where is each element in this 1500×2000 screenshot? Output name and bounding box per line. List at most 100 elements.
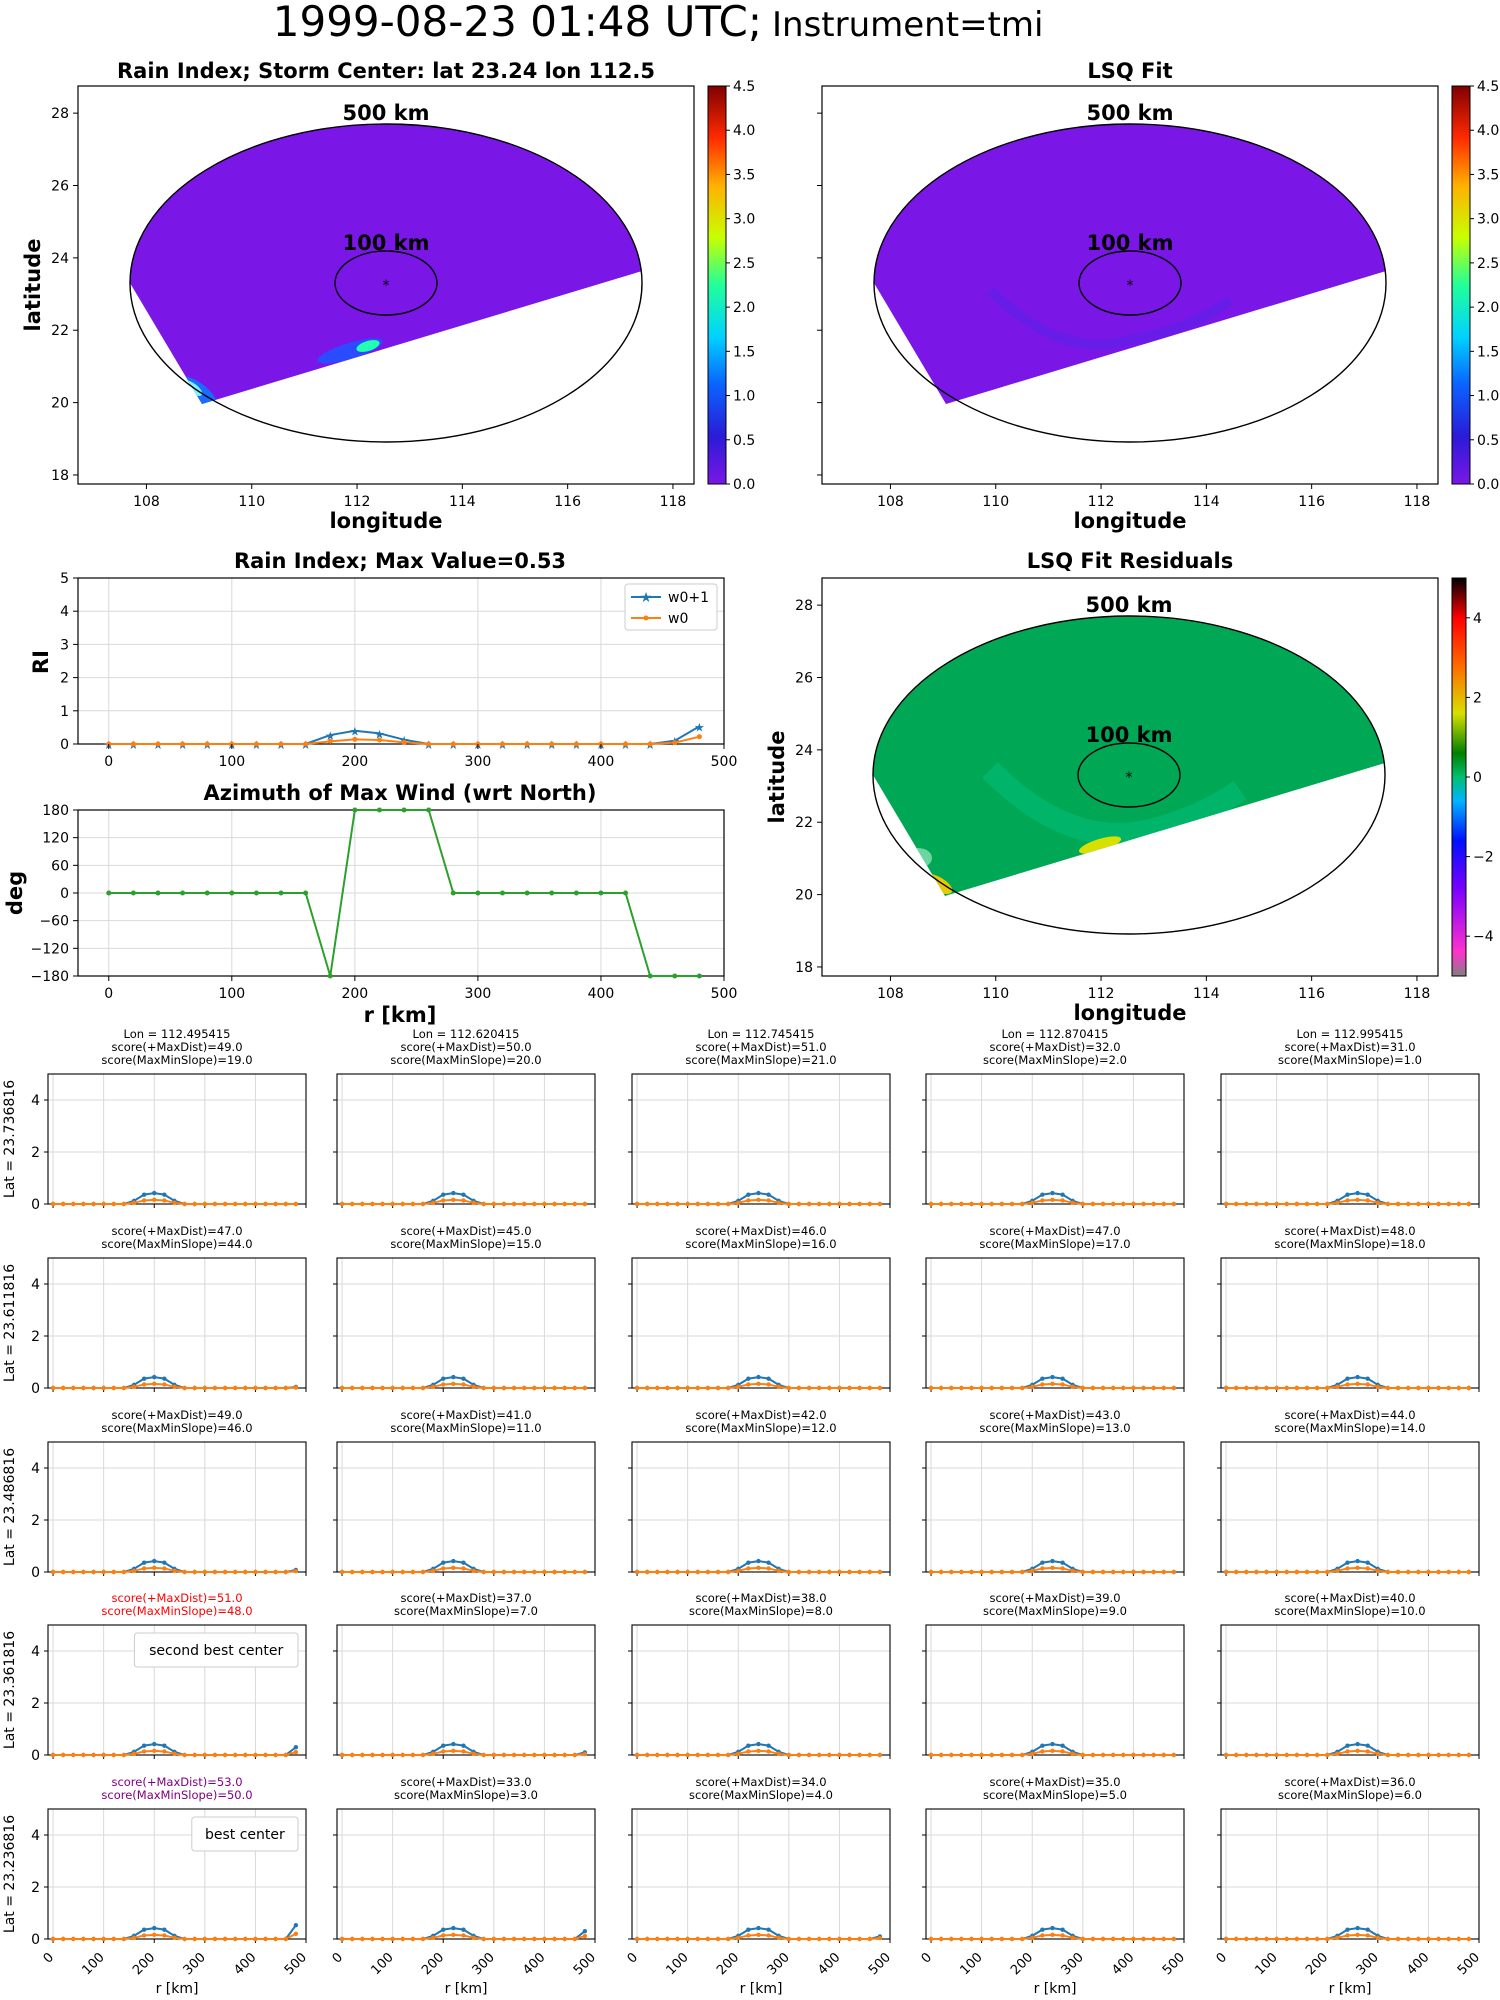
panel-score-slope: score(MaxMinSlope)=19.0: [101, 1053, 252, 1067]
ri-profile-panel: score(+MaxDist)=38.0score(MaxMinSlope)=8…: [628, 1591, 891, 1759]
panel-series-point-2: [1294, 1936, 1300, 1942]
panel-series-point-2: [1466, 1385, 1472, 1391]
ri-chart-series: ★★★★★★★★★★★★★★★★★★★★★★★★★: [103, 720, 704, 752]
series-point-2: [130, 741, 136, 747]
panel-series-point-1: [1050, 1558, 1055, 1564]
map-resid-colorbar-ticks: −4 −2 0 2 4: [1466, 611, 1494, 945]
map-xtick-label: 108: [877, 494, 904, 510]
panel-series-point-2: [202, 1936, 208, 1942]
panel-series-point-2: [1355, 1748, 1360, 1754]
panel-series-point-2: [1294, 1201, 1300, 1207]
panel-series-point-2: [928, 1752, 934, 1758]
panel-ytick-label: 0: [31, 1197, 40, 1213]
panel-series-point-2: [1345, 1198, 1350, 1203]
panel-series-point-1: [162, 1743, 167, 1748]
panel-series-point-2: [582, 1201, 588, 1207]
panel-series-point-2: [172, 1751, 177, 1757]
panel-series-point-2: [572, 1936, 577, 1942]
panel-series-point-2: [806, 1752, 812, 1758]
panel-series-point-2: [212, 1201, 218, 1207]
panel-frame: [631, 1808, 891, 1940]
panel-series-point-2: [806, 1936, 812, 1942]
panel-series-point-2: [1050, 1197, 1055, 1203]
panel-score-maxdist: score(+MaxDist)=40.0: [1284, 1591, 1415, 1605]
series-point-2: [253, 741, 259, 747]
panel-series-point-2: [390, 1752, 395, 1758]
panel-ytick-label: 4: [31, 1277, 40, 1293]
panel-series-point-2: [1416, 1201, 1421, 1207]
panel-series-point-2: [192, 1201, 197, 1207]
panel-series-point-2: [685, 1569, 690, 1575]
panel-series-point-2: [1121, 1936, 1126, 1942]
panel-series-point-2: [685, 1201, 690, 1207]
panel-series-point-2: [1233, 1569, 1239, 1575]
panel-series-point-2: [867, 1752, 872, 1758]
xtick-label: 300: [465, 986, 492, 1002]
panel-series-point-2: [91, 1385, 96, 1391]
panel-series-point-2: [1335, 1751, 1340, 1757]
panel-series-point-2: [655, 1569, 660, 1575]
panel-score-slope: score(MaxMinSlope)=13.0: [979, 1421, 1130, 1435]
azimuth-chart: Azimuth of Max Wind (wrt North) 0 100 200 3…: [3, 781, 737, 1027]
panel-series-point-2: [441, 1749, 446, 1754]
panel-series-point-1: [1040, 1376, 1045, 1381]
panel-series-point-2: [1395, 1385, 1401, 1391]
map-xtick-label: 116: [554, 494, 581, 510]
panel-series-point-2: [1019, 1752, 1025, 1758]
panel-series-point-2: [1110, 1385, 1116, 1391]
map-resid-xticks: 108 110 112 114 116 118: [877, 976, 1430, 1002]
panel-series-point-2: [91, 1201, 96, 1207]
panel-series-point-2: [1355, 1381, 1360, 1387]
panel-series-point-2: [349, 1201, 355, 1207]
panel-series-point-2: [50, 1201, 56, 1207]
map-lsq-frame: [821, 85, 1439, 485]
panel-series-point-2: [1009, 1752, 1015, 1758]
panel-series-point-1: [746, 1743, 751, 1748]
panel-series-point-1: [1345, 1927, 1350, 1932]
panel-series-point-2: [542, 1752, 547, 1758]
panel-series-point-1: [441, 1743, 446, 1748]
panel-series-point-2: [1325, 1385, 1330, 1391]
panel-series-point-2: [1030, 1200, 1035, 1206]
panel-series-point-2: [979, 1201, 984, 1207]
xtick-label: 100: [218, 754, 245, 770]
panel-note-box: [133, 1632, 299, 1668]
panel-series-point-2: [91, 1752, 96, 1758]
panel-xtick-label: 400: [520, 1950, 548, 1978]
panel-series-point-2: [999, 1385, 1005, 1391]
panel-series-point-2: [263, 1201, 268, 1207]
panel-series-point-2: [101, 1201, 106, 1207]
panel-series-point-2: [1325, 1201, 1330, 1207]
panel-series-point-2: [380, 1752, 385, 1758]
panel-frame: [925, 1073, 1185, 1205]
panel-series-point-2: [273, 1385, 278, 1391]
panel-series-point-2: [101, 1385, 106, 1391]
panel-series-point-2: [222, 1936, 228, 1942]
panel-series-point-2: [1355, 1197, 1360, 1203]
panel-series-point-2: [111, 1385, 116, 1391]
panel-score-slope: score(MaxMinSlope)=9.0: [983, 1604, 1127, 1618]
panel-series-point-2: [877, 1201, 883, 1207]
panel-series-point-2: [101, 1569, 106, 1575]
panel-series-point-2: [1355, 1565, 1360, 1571]
panel-series-point-2: [949, 1569, 954, 1575]
panel-series-point-2: [192, 1936, 197, 1942]
panel-series-point-2: [471, 1751, 476, 1757]
panel-series-point-2: [1264, 1385, 1269, 1391]
panel-series-point-2: [1365, 1382, 1370, 1387]
panel-series-point-2: [71, 1936, 76, 1942]
panel-series-point-2: [969, 1936, 974, 1942]
panel-xtick-label: 0: [919, 1950, 935, 1966]
map-ytick-label: 20: [51, 396, 69, 412]
map-lsq-center-marker: *: [1127, 278, 1134, 294]
panel-series-point-2: [81, 1936, 86, 1942]
panel-series-point-2: [644, 1752, 650, 1758]
series-point-2: [524, 741, 530, 747]
panel-series-point-2: [675, 1201, 680, 1207]
panel-series-point-2: [1090, 1385, 1096, 1391]
panel-series-point-2: [806, 1569, 812, 1575]
panel-series-point-2: [192, 1569, 197, 1575]
panel-series-point-2: [243, 1752, 248, 1758]
panel-series-point-2: [420, 1201, 426, 1207]
